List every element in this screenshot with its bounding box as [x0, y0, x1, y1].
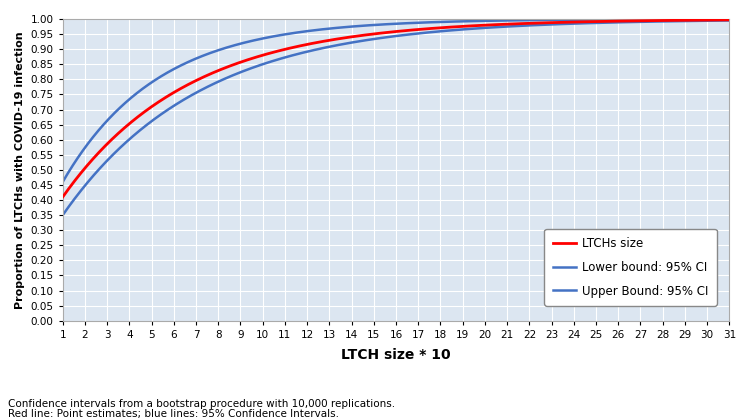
Lower bound: 95% CI: (1, 0.35): 95% CI: (1, 0.35)	[58, 212, 67, 217]
Lower bound: 95% CI: (30.1, 0.994): 95% CI: (30.1, 0.994)	[705, 18, 714, 23]
Upper Bound: 95% CI: (31, 1): 95% CI: (31, 1)	[725, 17, 734, 22]
Upper Bound: 95% CI: (30.1, 0.999): 95% CI: (30.1, 0.999)	[705, 17, 714, 22]
Upper Bound: 95% CI: (2.53, 0.624): 95% CI: (2.53, 0.624)	[92, 130, 101, 135]
Lower bound: 95% CI: (14.8, 0.931): 95% CI: (14.8, 0.931)	[365, 37, 374, 42]
Lower bound: 95% CI: (15.6, 0.94): 95% CI: (15.6, 0.94)	[382, 35, 391, 40]
LTCHs size	[583, 19, 592, 24]
LTCHs size	[705, 18, 714, 23]
Upper Bound: 95% CI: (15.6, 0.983): 95% CI: (15.6, 0.983)	[382, 22, 391, 27]
Upper Bound: 95% CI: (1, 0.46): 95% CI: (1, 0.46)	[58, 179, 67, 184]
Lower bound: 95% CI: (24.6, 0.986): 95% CI: (24.6, 0.986)	[583, 21, 592, 26]
LTCHs size	[705, 18, 714, 23]
Line: Upper Bound: 95% CI: Upper Bound: 95% CI	[62, 19, 729, 182]
LTCHs size	[92, 152, 101, 157]
Lower bound: 95% CI: (31, 0.995): 95% CI: (31, 0.995)	[725, 18, 734, 23]
X-axis label: LTCH size * 10: LTCH size * 10	[341, 348, 451, 362]
LTCHs size	[365, 32, 374, 37]
Upper Bound: 95% CI: (24.6, 0.998): 95% CI: (24.6, 0.998)	[583, 17, 592, 22]
LTCHs size	[58, 194, 67, 199]
Line: LTCHs size: LTCHs size	[62, 20, 729, 197]
Lower bound: 95% CI: (30.1, 0.994): 95% CI: (30.1, 0.994)	[705, 18, 714, 23]
Lower bound: 95% CI: (2.53, 0.494): 95% CI: (2.53, 0.494)	[92, 169, 101, 174]
Upper Bound: 95% CI: (30.1, 0.999): 95% CI: (30.1, 0.999)	[705, 17, 714, 22]
Y-axis label: Proportion of LTCHs with COVID-19 infection: Proportion of LTCHs with COVID-19 infect…	[15, 31, 25, 309]
Text: Confidence intervals from a bootstrap procedure with 10,000 replications.: Confidence intervals from a bootstrap pr…	[8, 398, 394, 409]
Line: Lower bound: 95% CI: Lower bound: 95% CI	[62, 21, 729, 215]
LTCHs size	[725, 17, 734, 22]
Legend: LTCHs size, Lower bound: 95% CI, Upper Bound: 95% CI: LTCHs size, Lower bound: 95% CI, Upper B…	[544, 229, 716, 306]
Upper Bound: 95% CI: (14.8, 0.979): 95% CI: (14.8, 0.979)	[365, 23, 374, 28]
Text: Red line: Point estimates; blue lines: 95% Confidence Intervals.: Red line: Point estimates; blue lines: 9…	[8, 409, 339, 419]
LTCHs size	[382, 30, 391, 35]
